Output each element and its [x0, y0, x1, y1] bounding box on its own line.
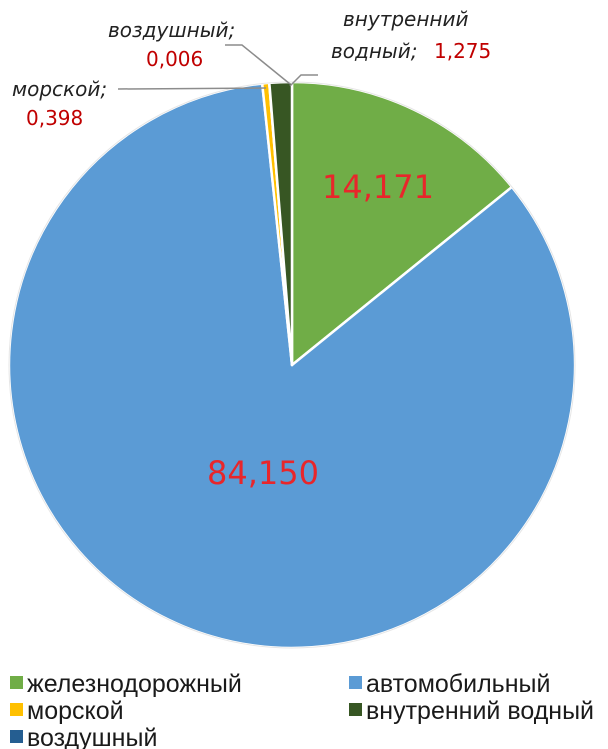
pie-rim — [8, 81, 576, 649]
callout-labels: воздушный; 0,006 внутренний водный; 1,27… — [12, 7, 491, 130]
data-label-railway: 14,171 — [322, 168, 434, 206]
legend-entry-air: воздушный — [10, 724, 157, 749]
legend-entry-road: автомобильный — [349, 670, 550, 698]
callout-name-inland-water-line2: водный; — [331, 39, 417, 63]
inside-labels: 14,171 84,150 — [207, 168, 434, 492]
callout-name-air: воздушный; — [108, 18, 235, 42]
legend: железнодорожный автомобильный морской вн… — [10, 670, 594, 749]
legend-entry-sea: морской — [10, 697, 124, 725]
legend-entry-inland-water: внутренний водный — [349, 697, 594, 725]
legend-swatch-inland-water — [349, 703, 362, 716]
callout-name-inland-water-line1: внутренний — [343, 7, 469, 31]
legend-swatch-railway — [10, 676, 23, 689]
legend-entry-railway: железнодорожный — [10, 670, 242, 698]
legend-swatch-sea — [10, 703, 23, 716]
callout-value-sea: 0,398 — [26, 106, 83, 130]
callout-value-inland-water: 1,275 — [434, 39, 491, 63]
legend-label-air: воздушный — [27, 724, 157, 749]
pie-slices — [7, 80, 577, 650]
legend-label-inland-water: внутренний водный — [366, 697, 594, 725]
leader-line-air — [225, 44, 291, 85]
legend-swatch-air — [10, 730, 23, 743]
callout-name-sea: морской; — [12, 77, 107, 101]
leader-line-inland-water — [289, 74, 318, 87]
legend-label-road: автомобильный — [366, 670, 550, 698]
legend-label-railway: железнодорожный — [27, 670, 242, 698]
legend-label-sea: морской — [27, 697, 124, 725]
callout-value-air: 0,006 — [146, 47, 203, 71]
legend-swatch-road — [349, 676, 362, 689]
leader-line-sea — [117, 87, 267, 90]
data-label-road: 84,150 — [207, 454, 319, 492]
